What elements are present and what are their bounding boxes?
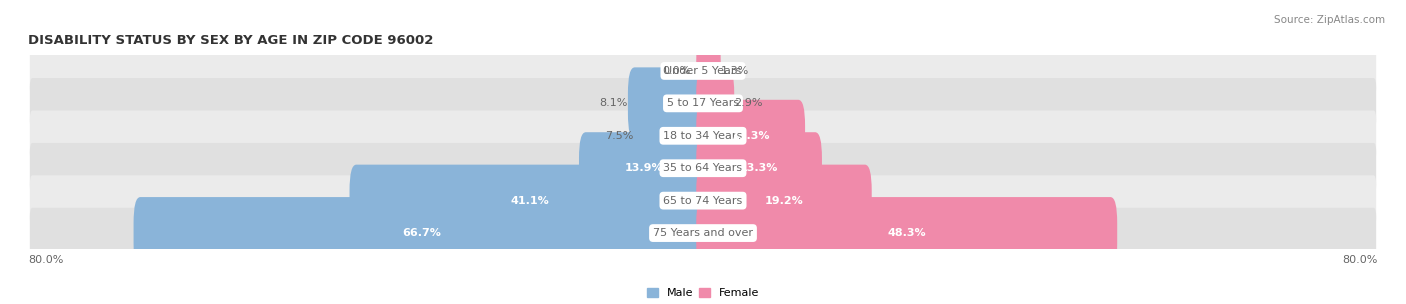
Text: 11.3%: 11.3% — [731, 131, 770, 141]
Text: 75 Years and over: 75 Years and over — [652, 228, 754, 238]
FancyBboxPatch shape — [696, 165, 872, 237]
FancyBboxPatch shape — [30, 78, 1376, 129]
Text: 0.0%: 0.0% — [662, 66, 690, 76]
Text: 65 to 74 Years: 65 to 74 Years — [664, 196, 742, 206]
Text: 66.7%: 66.7% — [402, 228, 441, 238]
Text: Under 5 Years: Under 5 Years — [665, 66, 741, 76]
Text: Source: ZipAtlas.com: Source: ZipAtlas.com — [1274, 15, 1385, 25]
Text: 1.3%: 1.3% — [721, 66, 749, 76]
Text: DISABILITY STATUS BY SEX BY AGE IN ZIP CODE 96002: DISABILITY STATUS BY SEX BY AGE IN ZIP C… — [28, 34, 433, 47]
Legend: Male, Female: Male, Female — [647, 288, 759, 298]
Text: 19.2%: 19.2% — [765, 196, 803, 206]
Text: 5 to 17 Years: 5 to 17 Years — [666, 98, 740, 108]
Text: 7.5%: 7.5% — [605, 131, 633, 141]
FancyBboxPatch shape — [30, 175, 1376, 226]
Text: 8.1%: 8.1% — [599, 98, 628, 108]
FancyBboxPatch shape — [30, 110, 1376, 161]
Text: 35 to 64 Years: 35 to 64 Years — [664, 163, 742, 173]
Text: 18 to 34 Years: 18 to 34 Years — [664, 131, 742, 141]
FancyBboxPatch shape — [696, 67, 734, 139]
FancyBboxPatch shape — [696, 197, 1118, 269]
Text: 41.1%: 41.1% — [510, 196, 548, 206]
FancyBboxPatch shape — [579, 132, 710, 204]
FancyBboxPatch shape — [696, 100, 806, 172]
Text: 2.9%: 2.9% — [734, 98, 762, 108]
FancyBboxPatch shape — [30, 143, 1376, 194]
FancyBboxPatch shape — [30, 46, 1376, 96]
Text: 13.9%: 13.9% — [626, 163, 664, 173]
FancyBboxPatch shape — [633, 100, 710, 172]
Text: 48.3%: 48.3% — [887, 228, 927, 238]
FancyBboxPatch shape — [134, 197, 710, 269]
FancyBboxPatch shape — [696, 132, 823, 204]
FancyBboxPatch shape — [350, 165, 710, 237]
Text: 80.0%: 80.0% — [28, 255, 63, 265]
Text: 80.0%: 80.0% — [1343, 255, 1378, 265]
FancyBboxPatch shape — [30, 208, 1376, 258]
FancyBboxPatch shape — [628, 67, 710, 139]
FancyBboxPatch shape — [696, 35, 721, 107]
Text: 13.3%: 13.3% — [740, 163, 779, 173]
